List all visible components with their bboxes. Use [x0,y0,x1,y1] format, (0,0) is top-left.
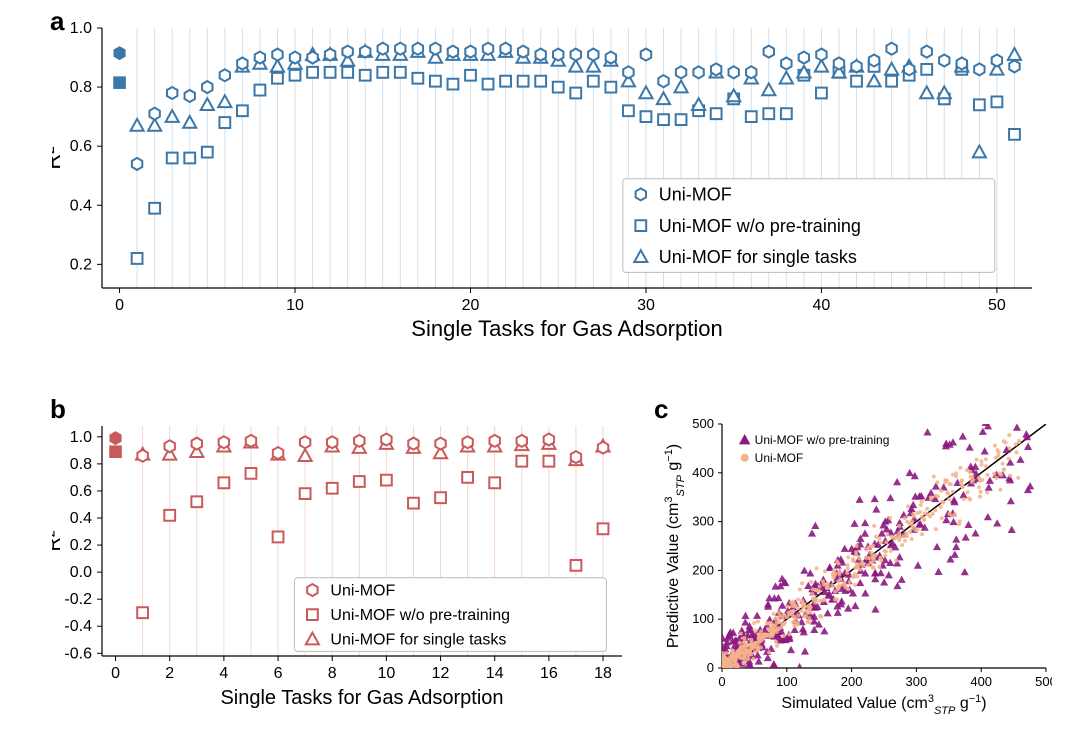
svg-text:6: 6 [274,665,283,682]
svg-text:500: 500 [692,418,714,431]
svg-text:0: 0 [111,665,120,682]
svg-text:0: 0 [115,297,124,314]
svg-text:20: 20 [462,297,480,314]
svg-text:-0.2: -0.2 [64,591,92,608]
svg-text:30: 30 [637,297,655,314]
svg-text:2: 2 [165,665,174,682]
svg-text:Single Tasks for Gas Adsorptio: Single Tasks for Gas Adsorption [411,316,722,341]
svg-text:Uni-MOF: Uni-MOF [330,583,395,600]
svg-text:10: 10 [377,665,395,682]
svg-text:200: 200 [692,562,714,577]
svg-text:50: 50 [988,297,1006,314]
panel-a: 0 10 20 30 40 50 0.2 0.4 0.6 0.8 1.0 Single Tasks f… [52,20,1052,350]
svg-text:18: 18 [594,665,612,682]
svg-text:Uni-MOF w/o pre-training: Uni-MOF w/o pre-training [659,216,861,236]
svg-text:R²: R² [52,530,65,551]
svg-text:0.4: 0.4 [70,197,92,214]
svg-text:12: 12 [432,665,450,682]
svg-text:0.2: 0.2 [70,537,92,554]
panel-c: 0 100 200 300 400 500 0 100 200 300 400 500 Simulate… [662,418,1052,718]
svg-text:0.6: 0.6 [70,138,92,155]
panel-b: 0 2 4 6 8 10 12 14 16 18 -0.6 -0.4 -0.2 0.0 0.2 0.4 0.6 0… [52,418,642,718]
svg-text:14: 14 [486,665,504,682]
svg-text:400: 400 [970,674,992,689]
svg-text:Uni-MOF: Uni-MOF [659,185,732,205]
figure: a b c 010203040500.20.40.60.81.0Single T… [0,0,1080,751]
svg-text:16: 16 [540,665,558,682]
svg-text:8: 8 [328,665,337,682]
svg-text:Simulated Value (cm3STP g−1): Simulated Value (cm3STP g−1) [781,693,986,717]
svg-text:Uni-MOF for single tasks: Uni-MOF for single tasks [659,247,857,267]
svg-text:0.6: 0.6 [70,483,92,500]
svg-text:300: 300 [692,514,714,529]
svg-text:0: 0 [718,674,725,689]
svg-text:-0.4: -0.4 [64,618,92,635]
svg-text:1.0: 1.0 [70,429,92,446]
svg-text:R²: R² [52,146,65,169]
svg-text:Uni-MOF w/o pre-training: Uni-MOF w/o pre-training [330,607,510,624]
svg-text:100: 100 [776,674,798,689]
svg-text:0.2: 0.2 [70,256,92,273]
svg-text:0.8: 0.8 [70,456,92,473]
svg-text:100: 100 [692,611,714,626]
svg-text:0.0: 0.0 [70,564,92,581]
svg-text:0.8: 0.8 [70,79,92,96]
svg-text:Predictive Value (cm3STP g−1): Predictive Value (cm3STP g−1) [663,444,687,648]
svg-text:200: 200 [841,674,863,689]
svg-text:Uni-MOF: Uni-MOF [755,451,804,465]
svg-text:4: 4 [219,665,228,682]
svg-text:Single Tasks for Gas Adsorptio: Single Tasks for Gas Adsorption [220,687,503,709]
svg-text:500: 500 [1035,674,1052,689]
svg-text:400: 400 [692,465,714,480]
svg-text:0: 0 [707,660,714,675]
svg-text:40: 40 [813,297,831,314]
svg-text:1.0: 1.0 [70,20,92,37]
svg-text:300: 300 [906,674,928,689]
svg-text:0.4: 0.4 [70,510,92,527]
svg-text:10: 10 [286,297,304,314]
svg-text:Uni-MOF w/o pre-training: Uni-MOF w/o pre-training [755,433,890,447]
svg-text:-0.6: -0.6 [64,645,92,662]
svg-text:Uni-MOF for single tasks: Uni-MOF for single tasks [330,632,506,649]
